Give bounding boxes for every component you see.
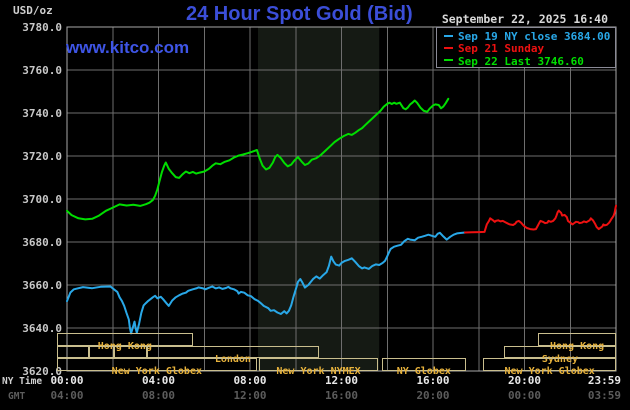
session-label: New York Globex: [111, 366, 202, 378]
price-line-sep22: [66, 97, 450, 221]
session-box-new-york-nymex: New York NYMEX: [259, 358, 378, 377]
chart-datetime: September 22, 2025 16:40: [441, 12, 608, 26]
x-axis-tick-gmt: 00:00: [507, 389, 542, 402]
kitco-watermark-link[interactable]: www.kitco.com: [66, 38, 190, 57]
x-axis-tick-ny: 20:00: [507, 374, 542, 387]
x-axis-tick-gmt: 08:00: [141, 389, 176, 402]
y-axis-tick-label: 3720.0: [22, 150, 62, 163]
legend-box: Sep 19 NY close 3684.00 Sep 21 Sunday Sep …: [436, 27, 616, 68]
session-box-ny-globex: NY Globex: [381, 358, 467, 377]
y-axis-tick-label: 3620.0: [22, 365, 62, 378]
legend-entry: Sep 21 Sunday: [444, 43, 615, 55]
y-axis-tick-label: 3700.0: [22, 193, 62, 206]
session-label: New York Globex: [504, 366, 595, 378]
session-box-hong-kong: Hong Kong: [56, 333, 193, 352]
legend-entry: Sep 22 Last 3746.60: [444, 54, 615, 68]
x-axis-tick-ny: 16:00: [416, 374, 450, 387]
legend-line-swatch-icon: [444, 59, 453, 62]
y-axis-tick-label: 3780.0: [22, 21, 62, 34]
x-axis-tick-ny: 23:59: [587, 374, 621, 387]
y-axis-unit-label: USD/oz: [13, 4, 53, 17]
ny-time-axis-row-label: NY Time: [2, 376, 43, 387]
y-axis-tick-label: 3640.0: [22, 322, 62, 335]
y-axis-tick-label: 3660.0: [22, 279, 62, 292]
session-box-hong-kong: Hong Kong: [538, 333, 616, 352]
price-line-sep19: [66, 231, 466, 335]
gmt-axis-row-label: GMT: [8, 391, 26, 402]
x-axis-tick-ny: 04:00: [141, 374, 176, 387]
x-axis-tick-gmt: 20:00: [416, 389, 450, 402]
x-axis-tick-ny: 00:00: [50, 374, 84, 387]
plot-border: [66, 26, 617, 372]
session-box-london: London: [147, 345, 319, 365]
x-axis-tick-ny: 08:00: [233, 374, 267, 387]
session-label: New York NYMEX: [276, 366, 361, 378]
legend-entry: Sep 19 NY close 3684.00: [444, 30, 615, 43]
session-box-new-york-globex: New York Globex: [56, 358, 257, 377]
chart-title: 24 Hour Spot Gold (Bid): [186, 3, 413, 25]
y-axis-tick-label: 3760.0: [22, 64, 62, 77]
price-line-sep21: [464, 204, 617, 234]
session-box: [113, 345, 148, 359]
legend-entry-label: Sep 21 Sunday: [458, 42, 545, 56]
x-axis-tick-gmt: 04:00: [50, 389, 84, 402]
session-box-sydney: Sydney: [503, 345, 616, 365]
y-axis-tick-label: 3740.0: [22, 107, 62, 120]
x-axis-tick-gmt: 03:59: [587, 389, 621, 402]
session-box: [88, 345, 114, 359]
session-box: [56, 345, 89, 359]
y-axis-tick-label: 3680.0: [22, 236, 62, 249]
session-label: NY Globex: [396, 366, 451, 378]
legend-line-swatch-icon: [444, 46, 453, 49]
legend-entry-label: Sep 22 Last 3746.60: [458, 54, 584, 68]
legend-line-swatch-icon: [444, 34, 453, 37]
x-axis-tick-ny: 12:00: [324, 374, 359, 387]
session-box-new-york-globex: New York Globex: [483, 358, 616, 377]
legend-entry-label: Sep 19 NY close 3684.00: [458, 30, 611, 43]
x-axis-tick-gmt: 16:00: [324, 389, 359, 402]
x-axis-tick-gmt: 12:00: [233, 389, 267, 402]
